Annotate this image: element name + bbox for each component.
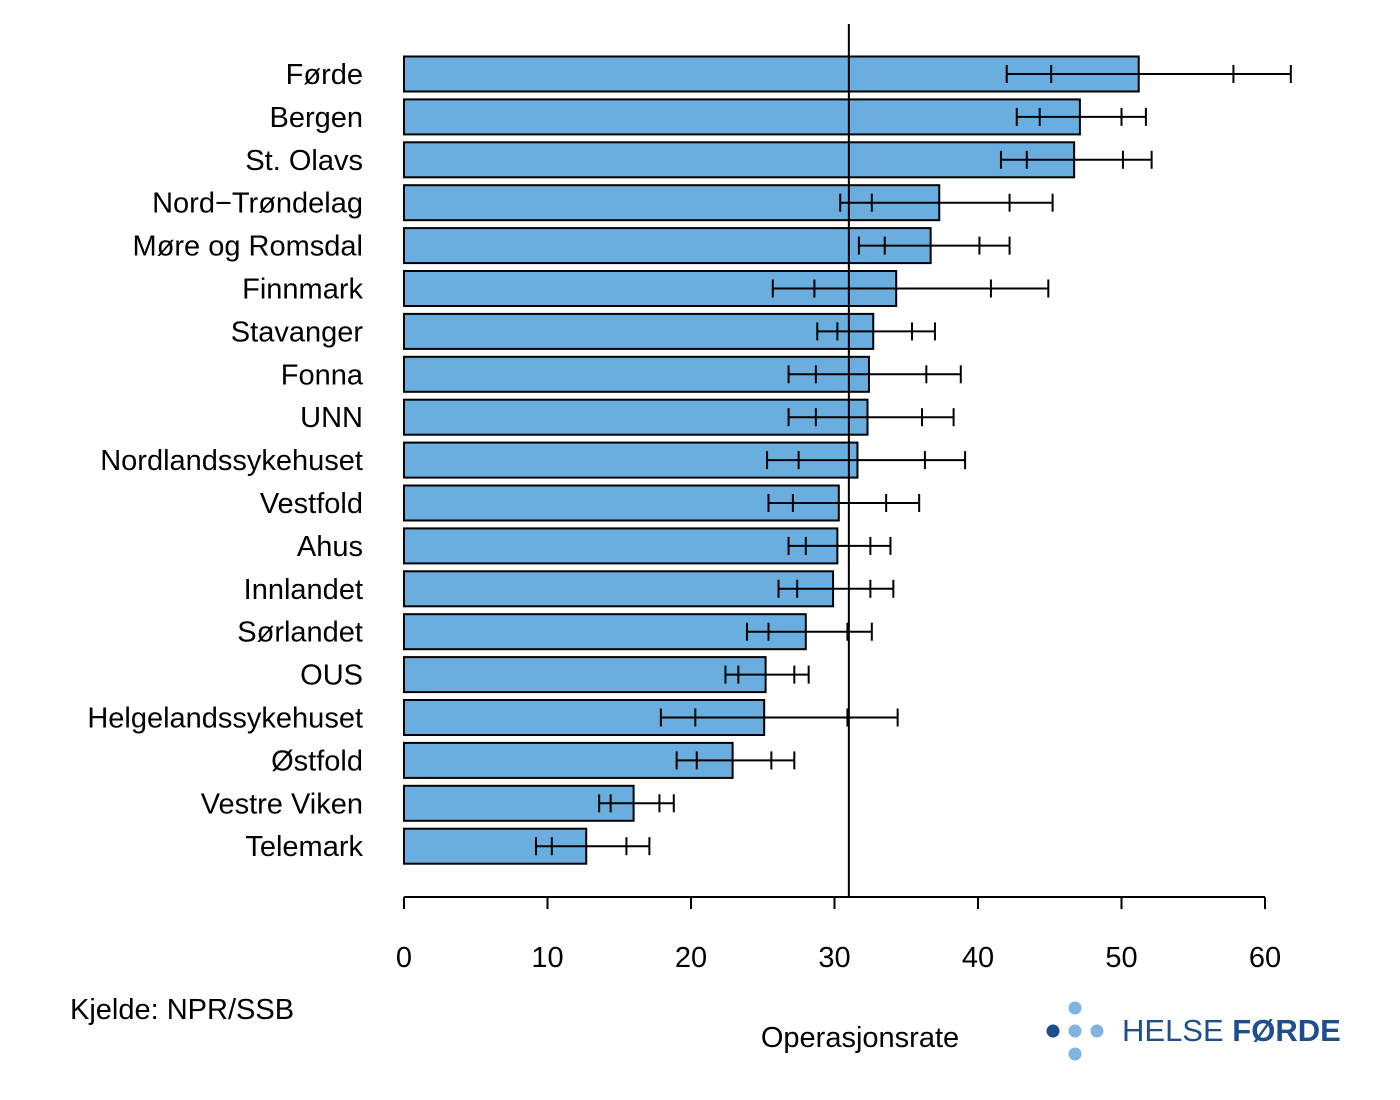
bar — [403, 227, 932, 265]
category-label: Fonna — [281, 359, 364, 391]
bar — [403, 570, 835, 608]
category-label: Sørlandet — [237, 617, 363, 649]
category-label: Vestfold — [260, 488, 363, 520]
error-bar — [787, 365, 962, 384]
logo-text-bold: FØRDE — [1232, 1013, 1340, 1048]
category-label: Førde — [286, 59, 363, 91]
category-label: Vestre Viken — [201, 788, 363, 820]
x-tick-label: 60 — [1249, 942, 1281, 974]
error-bar — [659, 708, 899, 727]
x-tick-label: 30 — [818, 942, 850, 974]
error-bar — [598, 794, 675, 813]
category-label: St. Olavs — [245, 145, 363, 177]
error-bars-group — [535, 65, 1292, 856]
error-bar — [787, 408, 955, 427]
x-tick-label: 0 — [396, 942, 412, 974]
error-bar — [771, 279, 1050, 298]
error-bar — [787, 536, 892, 555]
category-label: Helgelandssykehuset — [87, 703, 363, 735]
error-bar — [1005, 65, 1292, 83]
dots-cross-icon: HELSE FØRDE — [1046, 1001, 1341, 1061]
bar — [403, 441, 859, 479]
bar — [403, 312, 875, 350]
error-bar — [857, 236, 1011, 255]
error-bar — [745, 622, 873, 641]
error-bar — [839, 193, 1054, 212]
category-label: Møre og Romsdal — [133, 231, 363, 263]
x-tick-label: 10 — [531, 942, 563, 974]
bar — [403, 141, 1076, 179]
x-tick-label: 40 — [962, 942, 994, 974]
error-bar — [777, 579, 895, 598]
error-bar — [1015, 107, 1147, 126]
category-label: UNN — [300, 402, 363, 434]
error-bar — [724, 665, 810, 684]
category-label: Stavanger — [231, 316, 364, 348]
category-label: Bergen — [269, 102, 363, 134]
helse-forde-logo: HELSE FØRDE — [1040, 1000, 1341, 1064]
bar — [403, 656, 767, 694]
category-label: Finnmark — [242, 274, 363, 306]
source-note: Kjelde: NPR/SSB — [70, 994, 295, 1026]
error-bar — [675, 751, 796, 770]
error-bar — [999, 150, 1153, 169]
x-tick-label: 20 — [675, 942, 707, 974]
bars-group — [403, 55, 1140, 865]
x-axis-title: Operasjonsrate — [761, 1022, 959, 1054]
category-label: Ahus — [297, 531, 363, 563]
category-label: OUS — [300, 660, 363, 692]
category-label: Telemark — [245, 831, 363, 863]
category-label: Østfold — [271, 745, 363, 777]
bar — [403, 699, 766, 736]
x-axis: 0 10 20 30 40 50 60 — [396, 896, 1281, 974]
logo-text: HELSE FØRDE — [1122, 1013, 1340, 1048]
error-bar — [767, 494, 921, 512]
bar — [403, 613, 807, 651]
category-label: Innlandet — [244, 574, 363, 606]
error-bar — [816, 322, 936, 341]
logo-text-light: HELSE — [1122, 1013, 1232, 1048]
bar — [403, 527, 839, 565]
x-tick-label: 50 — [1105, 942, 1137, 974]
category-labels-group: Førde Bergen St. Olavs Nord−Trøndelag Møre o… — [87, 59, 364, 863]
error-bar — [535, 837, 651, 856]
category-label: Nord−Trøndelag — [152, 188, 363, 220]
error-bar — [766, 451, 967, 470]
bar — [403, 98, 1081, 136]
category-label: Nordlandssykehuset — [100, 445, 363, 477]
